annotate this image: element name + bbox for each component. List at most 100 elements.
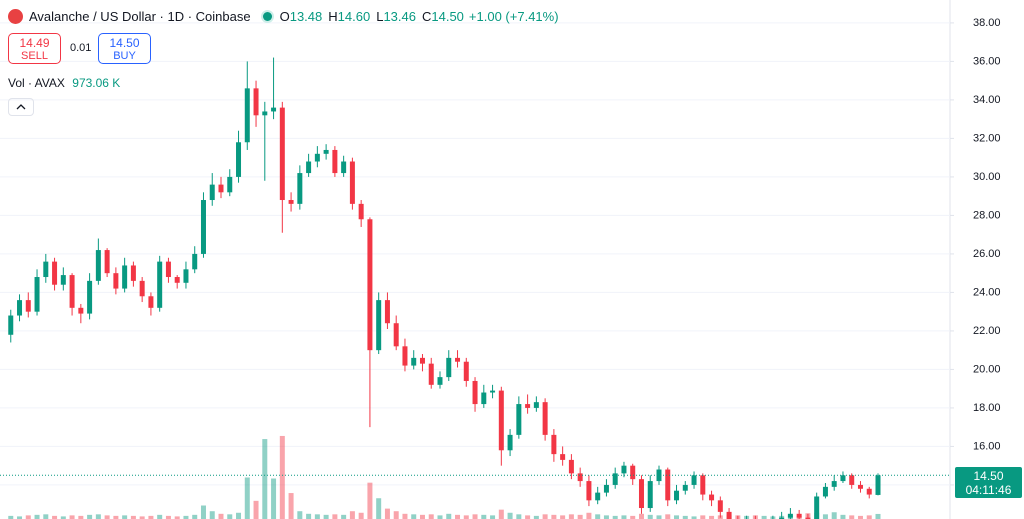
- volume-bar: [542, 514, 548, 519]
- volume-bar: [297, 511, 303, 519]
- candle-body: [726, 511, 732, 519]
- candle-body: [349, 161, 355, 204]
- volume-bar: [665, 514, 671, 519]
- sell-label: SELL: [21, 50, 48, 62]
- volume-bar: [630, 515, 636, 519]
- volume-bar: [183, 515, 189, 519]
- volume-bar: [551, 514, 557, 519]
- volume-bar: [472, 514, 478, 519]
- volume-bar: [34, 514, 40, 519]
- candle-body: [271, 107, 277, 112]
- candle-body: [218, 184, 224, 193]
- candle-body: [165, 261, 171, 278]
- candle-body: [139, 280, 145, 297]
- y-tick-label: 26.00: [973, 248, 1001, 260]
- volume-bar: [95, 514, 101, 519]
- y-tick-label: 30.00: [973, 171, 1001, 183]
- candle-body: [875, 475, 881, 495]
- candle-body: [779, 517, 785, 519]
- volume-bar: [130, 515, 136, 519]
- candle-body: [43, 261, 49, 278]
- volume-bar: [691, 516, 697, 519]
- volume-bar: [393, 511, 399, 519]
- candle-body: [831, 481, 837, 487]
- volume-bar: [358, 512, 364, 519]
- volume-bar: [875, 513, 881, 519]
- volume-bar: [200, 505, 206, 519]
- volume-bar: [612, 515, 618, 519]
- volume-bar: [455, 514, 461, 519]
- y-tick-label: 24.00: [973, 286, 1001, 298]
- candle-body: [69, 275, 75, 308]
- volume-bar: [533, 515, 539, 519]
- volume-bar: [192, 514, 198, 519]
- candle-body: [17, 300, 23, 316]
- candle-body: [104, 250, 110, 274]
- candle-body: [323, 149, 329, 154]
- candle-body: [209, 184, 215, 201]
- volume-bar: [78, 515, 84, 519]
- volume-bar: [682, 515, 688, 519]
- volume-bar: [866, 515, 872, 519]
- volume-bar: [253, 500, 259, 519]
- collapse-button[interactable]: [8, 98, 34, 116]
- sell-button[interactable]: 14.49 SELL: [8, 33, 61, 64]
- high-label: H: [328, 8, 338, 24]
- candle-body: [656, 469, 662, 482]
- candle-body: [341, 161, 347, 174]
- candle-body: [34, 277, 40, 312]
- price-label: 14.50 04:11:46: [955, 467, 1022, 499]
- candle-body: [463, 361, 469, 381]
- candle-body: [787, 513, 793, 518]
- candle-body: [866, 488, 872, 495]
- volume-bar: [857, 515, 863, 519]
- candle-body: [367, 219, 373, 351]
- buy-button[interactable]: 14.50 BUY: [98, 33, 151, 64]
- candle-body: [227, 176, 233, 193]
- volume-bar: [52, 515, 58, 519]
- candle-body: [78, 307, 84, 314]
- volume-bar: [446, 513, 452, 519]
- sell-price: 14.49: [19, 36, 50, 50]
- candle-body: [446, 357, 452, 378]
- volume-bar: [148, 515, 154, 519]
- candle-body: [533, 402, 539, 408]
- y-tick-label: 32.00: [973, 132, 1001, 144]
- volume-bar: [8, 515, 14, 519]
- countdown: 04:11:46: [965, 483, 1012, 498]
- candle-body: [358, 203, 364, 220]
- volume-bar: [113, 515, 119, 519]
- candle-body: [87, 280, 93, 314]
- low-value: 13.46: [383, 8, 416, 24]
- volume-bar: [332, 514, 338, 519]
- candle-body: [612, 473, 618, 485]
- candle-body: [603, 484, 609, 493]
- volume-bar: [43, 514, 49, 519]
- volume-bar: [700, 515, 706, 519]
- y-tick-label: 16.00: [973, 440, 1001, 452]
- volume-bar: [647, 514, 653, 519]
- volume-bar: [595, 514, 601, 519]
- volume-bar: [621, 515, 627, 519]
- y-tick-label: 18.00: [973, 402, 1001, 414]
- volume-bar: [428, 514, 434, 519]
- candle-body: [814, 496, 820, 519]
- volume-bar: [849, 515, 855, 519]
- candle-body: [113, 273, 119, 289]
- volume-bar: [341, 514, 347, 519]
- candle-body: [411, 357, 417, 366]
- volume-bar: [288, 493, 294, 519]
- open-value: 13.48: [289, 8, 323, 24]
- volume-legend: Vol · AVAX 973.06 K: [8, 76, 120, 90]
- volume-bar: [165, 515, 171, 519]
- y-tick-label: 22.00: [973, 325, 1001, 337]
- volume-bar: [603, 515, 609, 519]
- volume-bar: [490, 515, 496, 519]
- candle-body: [60, 275, 66, 285]
- candle-body: [306, 161, 312, 174]
- candle-body: [647, 481, 653, 509]
- candle-body: [638, 479, 644, 509]
- candle-body: [157, 261, 163, 308]
- volume-bar: [279, 435, 285, 519]
